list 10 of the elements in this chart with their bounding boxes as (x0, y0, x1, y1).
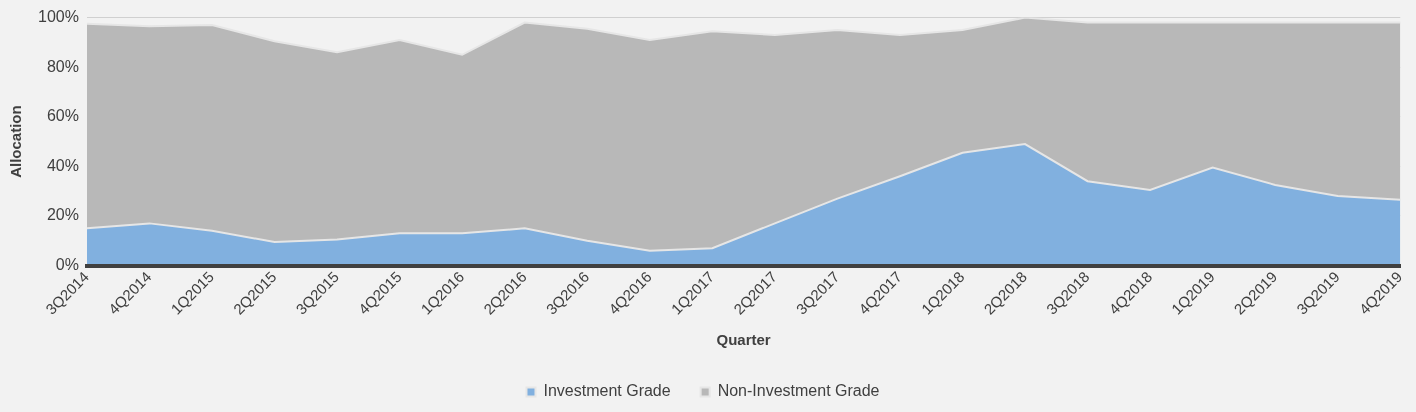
y-tick-label: 80% (46, 57, 79, 75)
x-axis-title: Quarter (716, 331, 771, 349)
y-tick-label: 20% (46, 206, 79, 224)
y-axis-title: Allocation (7, 105, 25, 178)
legend-label: Investment Grade (543, 382, 671, 400)
y-tick-label: 60% (46, 107, 79, 125)
y-tick-label: 100% (38, 8, 79, 26)
y-tick-label: 40% (46, 156, 79, 174)
y-tick-label: 0% (55, 255, 79, 273)
legend-label: Non-Investment Grade (717, 382, 880, 400)
